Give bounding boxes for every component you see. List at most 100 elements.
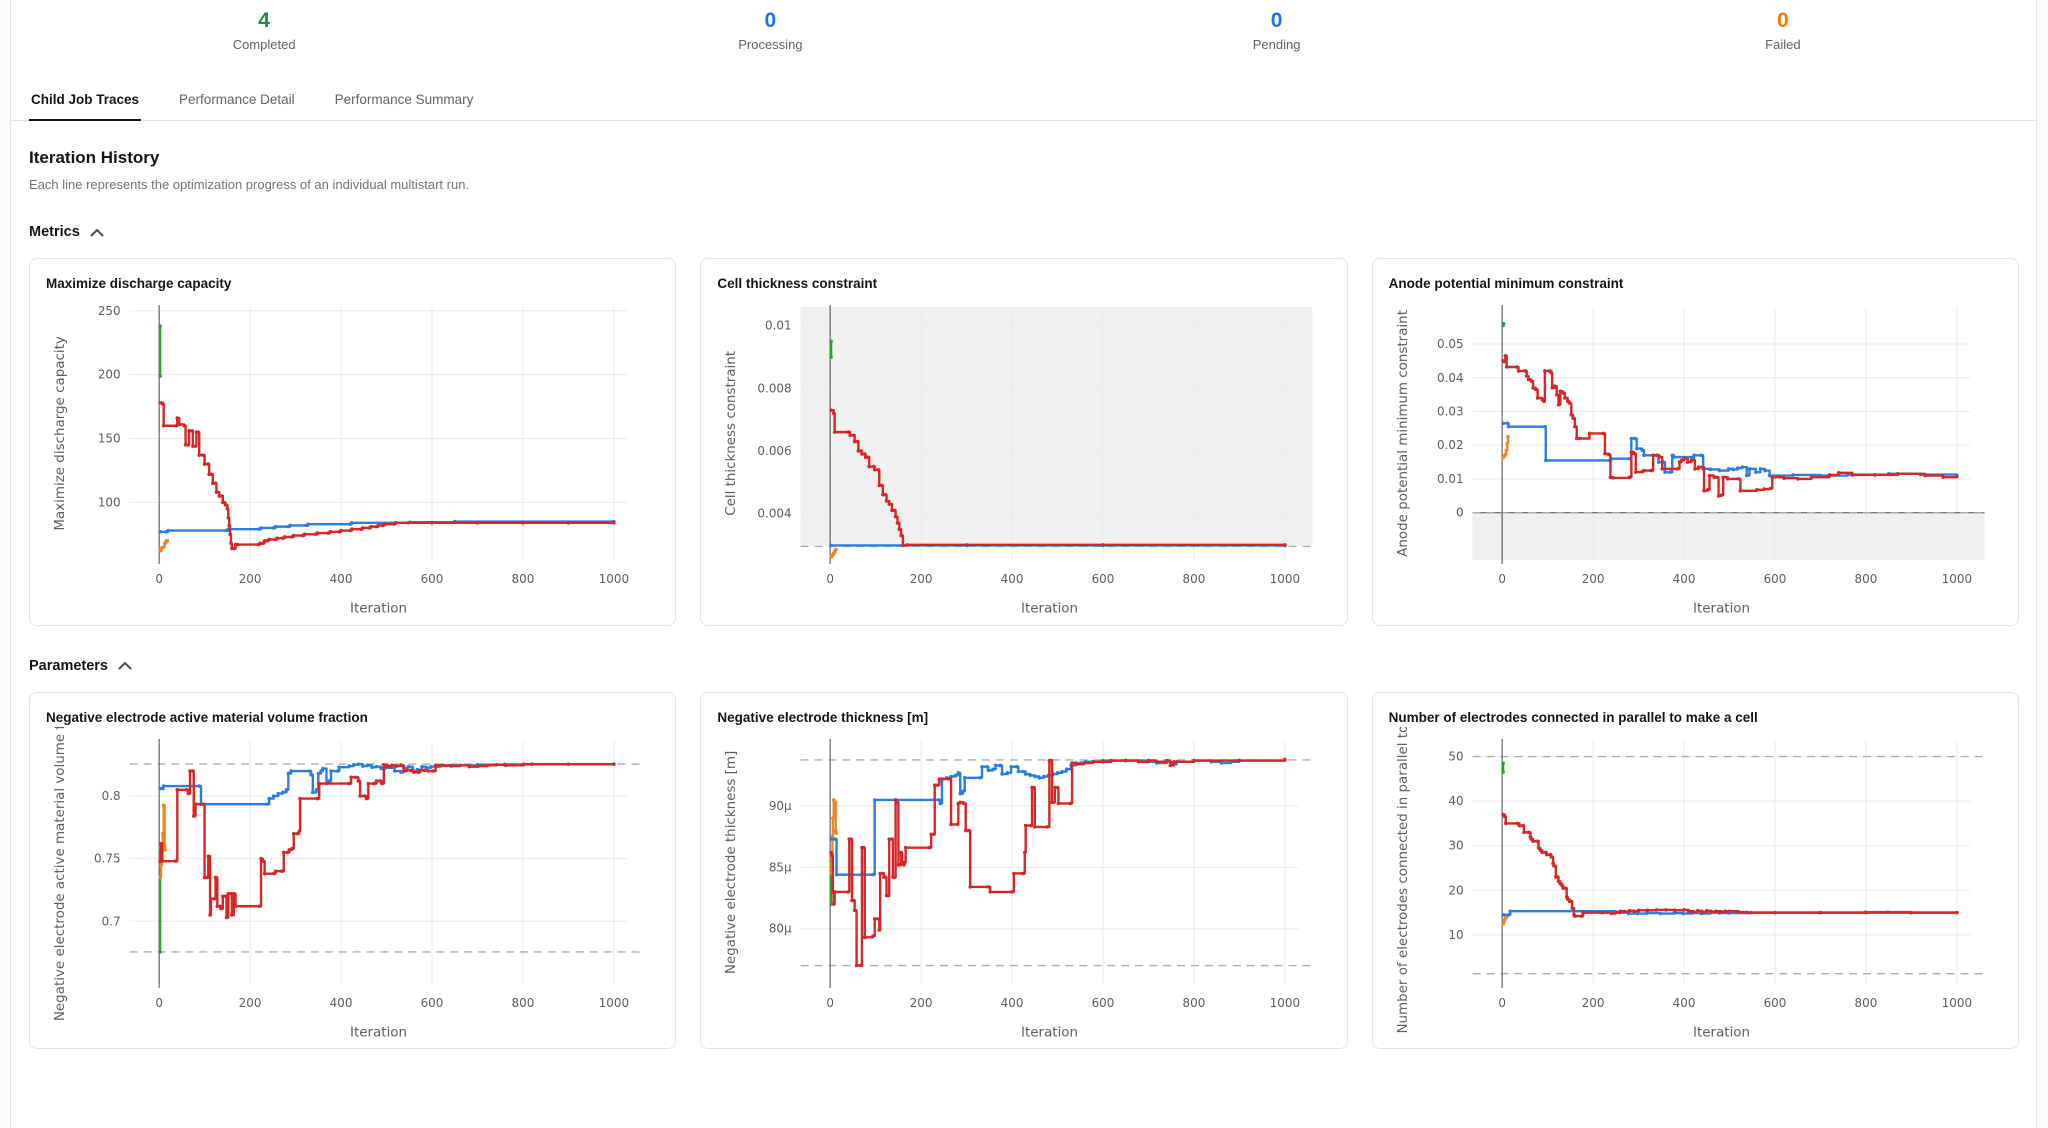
svg-text:400: 400 (1001, 572, 1024, 586)
svg-text:0.05: 0.05 (1437, 337, 1464, 351)
chart-card-neg-electrode-thickness: Negative electrode thickness [m] 0 200 400… (700, 691, 1348, 1050)
svg-text:Maximize discharge capacity: Maximize discharge capacity (53, 336, 68, 530)
page-title: Iteration History (29, 148, 160, 167)
svg-text:Iteration: Iteration (1693, 602, 1750, 617)
svg-text:40: 40 (1448, 794, 1463, 808)
svg-text:800: 800 (512, 995, 535, 1009)
svg-text:0.04: 0.04 (1437, 371, 1464, 385)
svg-text:0.008: 0.008 (758, 381, 792, 395)
chart-electrodes-in-parallel[interactable]: 0 200 400 600 800 1000 10 20 30 40 50 Iteration Numb… (1373, 727, 2018, 1049)
svg-text:0.01: 0.01 (1437, 472, 1464, 486)
stat-completed-label: Completed (232, 37, 296, 52)
svg-text:600: 600 (1092, 572, 1115, 586)
svg-text:600: 600 (1763, 995, 1786, 1009)
tab-performance-summary[interactable]: Performance Summary (334, 92, 474, 107)
tab-performance-detail[interactable]: Performance Detail (179, 92, 295, 107)
chart-neg-electrode-volume-fraction[interactable]: 0 200 400 600 800 1000 0.7 0.75 0.8 Iteration Nega… (30, 727, 675, 1049)
chart-discharge-capacity[interactable]: 0 200 400 600 800 1000 100 150 200 250 Iteration Ma… (30, 293, 675, 625)
stat-failed: 0 Failed (1530, 8, 2036, 52)
svg-text:0.004: 0.004 (758, 507, 792, 521)
svg-text:20: 20 (1448, 883, 1463, 897)
svg-text:50: 50 (1448, 749, 1463, 763)
stat-pending-value: 0 (1270, 9, 1283, 32)
page-subtitle: Each line represents the optimization pr… (29, 177, 470, 192)
metrics-section-header[interactable]: Metrics (29, 224, 2019, 240)
metrics-section-label: Metrics (29, 224, 80, 240)
svg-text:0: 0 (155, 572, 163, 586)
main-panel: 4 Completed 0 Processing 0 Pending 0 Fai… (10, 0, 2037, 1128)
svg-text:Iteration: Iteration (1021, 1025, 1078, 1040)
chart-neg-electrode-thickness[interactable]: 0 200 400 600 800 1000 80µ 85µ 90µ Iteration Negat… (701, 727, 1346, 1049)
svg-text:400: 400 (330, 572, 353, 586)
stat-completed-value: 4 (258, 9, 270, 32)
chevron-up-icon[interactable] (118, 661, 132, 670)
stat-failed-value: 0 (1777, 9, 1789, 32)
svg-text:800: 800 (1854, 572, 1877, 586)
svg-text:200: 200 (1581, 572, 1604, 586)
svg-text:Iteration: Iteration (1693, 1025, 1750, 1040)
svg-text:400: 400 (330, 995, 353, 1009)
svg-text:0.75: 0.75 (94, 851, 121, 865)
chart-title: Maximize discharge capacity (46, 276, 232, 291)
svg-text:0.006: 0.006 (758, 444, 792, 458)
stat-processing-label: Processing (738, 37, 803, 52)
svg-text:100: 100 (98, 495, 121, 509)
svg-text:80µ: 80µ (769, 921, 792, 935)
svg-text:600: 600 (421, 995, 444, 1009)
stat-processing-value: 0 (764, 9, 777, 32)
svg-text:200: 200 (239, 995, 262, 1009)
chart-card-electrodes-in-parallel: Number of electrodes connected in parall… (1371, 691, 2019, 1050)
chart-title: Negative electrode thickness [m] (717, 709, 929, 725)
svg-text:0.7: 0.7 (102, 914, 121, 928)
chart-cell-thickness-constraint[interactable]: 0 200 400 600 800 1000 0.004 0.006 0.008 0.01 Iter… (701, 293, 1346, 625)
svg-text:600: 600 (1763, 572, 1786, 586)
svg-text:Cell thickness constraint: Cell thickness constraint (724, 351, 739, 516)
chart-title: Anode potential minimum constraint (1388, 276, 1624, 291)
svg-text:400: 400 (1001, 995, 1024, 1009)
parameters-section-label: Parameters (29, 657, 108, 674)
parameters-section-header[interactable]: Parameters (29, 658, 2019, 674)
svg-text:30: 30 (1448, 838, 1463, 852)
chart-card-neg-electrode-volume-fraction: Negative electrode active material volum… (29, 691, 677, 1050)
svg-text:0.02: 0.02 (1437, 438, 1464, 452)
svg-text:0: 0 (1498, 995, 1506, 1009)
chart-anode-potential-constraint[interactable]: 0 200 400 600 800 1000 0 0.01 0.02 0.03 0.04 0.05 It… (1373, 293, 2018, 625)
svg-text:Iteration: Iteration (350, 602, 407, 617)
svg-text:150: 150 (98, 432, 121, 446)
svg-text:1000: 1000 (1270, 995, 1300, 1009)
svg-text:600: 600 (421, 572, 444, 586)
svg-text:400: 400 (1672, 995, 1695, 1009)
svg-text:800: 800 (1183, 995, 1206, 1009)
svg-text:200: 200 (910, 995, 933, 1009)
svg-text:Number of electrodes connected: Number of electrodes connected in parall… (1396, 727, 1411, 1034)
svg-text:1000: 1000 (599, 572, 629, 586)
stat-completed: 4 Completed (11, 8, 517, 52)
svg-text:Anode potential minimum constr: Anode potential minimum constraint (1396, 310, 1411, 557)
svg-text:Iteration: Iteration (1021, 602, 1078, 617)
svg-text:1000: 1000 (1270, 572, 1300, 586)
svg-text:Iteration: Iteration (350, 1025, 407, 1040)
svg-text:1000: 1000 (1941, 572, 1971, 586)
svg-text:800: 800 (512, 572, 535, 586)
svg-text:0: 0 (155, 995, 163, 1009)
chevron-up-icon[interactable] (90, 228, 104, 237)
svg-text:800: 800 (1183, 572, 1206, 586)
tab-child-job-traces[interactable]: Child Job Traces (29, 82, 142, 121)
svg-text:Negative electrode thickness [: Negative electrode thickness [m] (724, 750, 739, 973)
svg-text:10: 10 (1448, 927, 1463, 941)
svg-text:0.8: 0.8 (102, 789, 121, 803)
svg-text:250: 250 (98, 304, 121, 318)
job-status-summary: 4 Completed 0 Processing 0 Pending 0 Fai… (11, 0, 2036, 52)
svg-text:0.03: 0.03 (1437, 404, 1464, 418)
stat-pending: 0 Pending (1024, 8, 1530, 52)
chart-title: Number of electrodes connected in parall… (1388, 709, 1758, 725)
svg-text:200: 200 (1581, 995, 1604, 1009)
parameters-cards-row: Negative electrode active material volum… (29, 691, 2019, 1050)
svg-text:Negative electrode active mate: Negative electrode active material volum… (53, 727, 68, 1021)
svg-text:200: 200 (239, 572, 262, 586)
svg-text:400: 400 (1672, 572, 1695, 586)
svg-text:800: 800 (1854, 995, 1877, 1009)
svg-text:200: 200 (98, 368, 121, 382)
svg-text:0: 0 (827, 572, 835, 586)
svg-text:85µ: 85µ (769, 860, 792, 874)
